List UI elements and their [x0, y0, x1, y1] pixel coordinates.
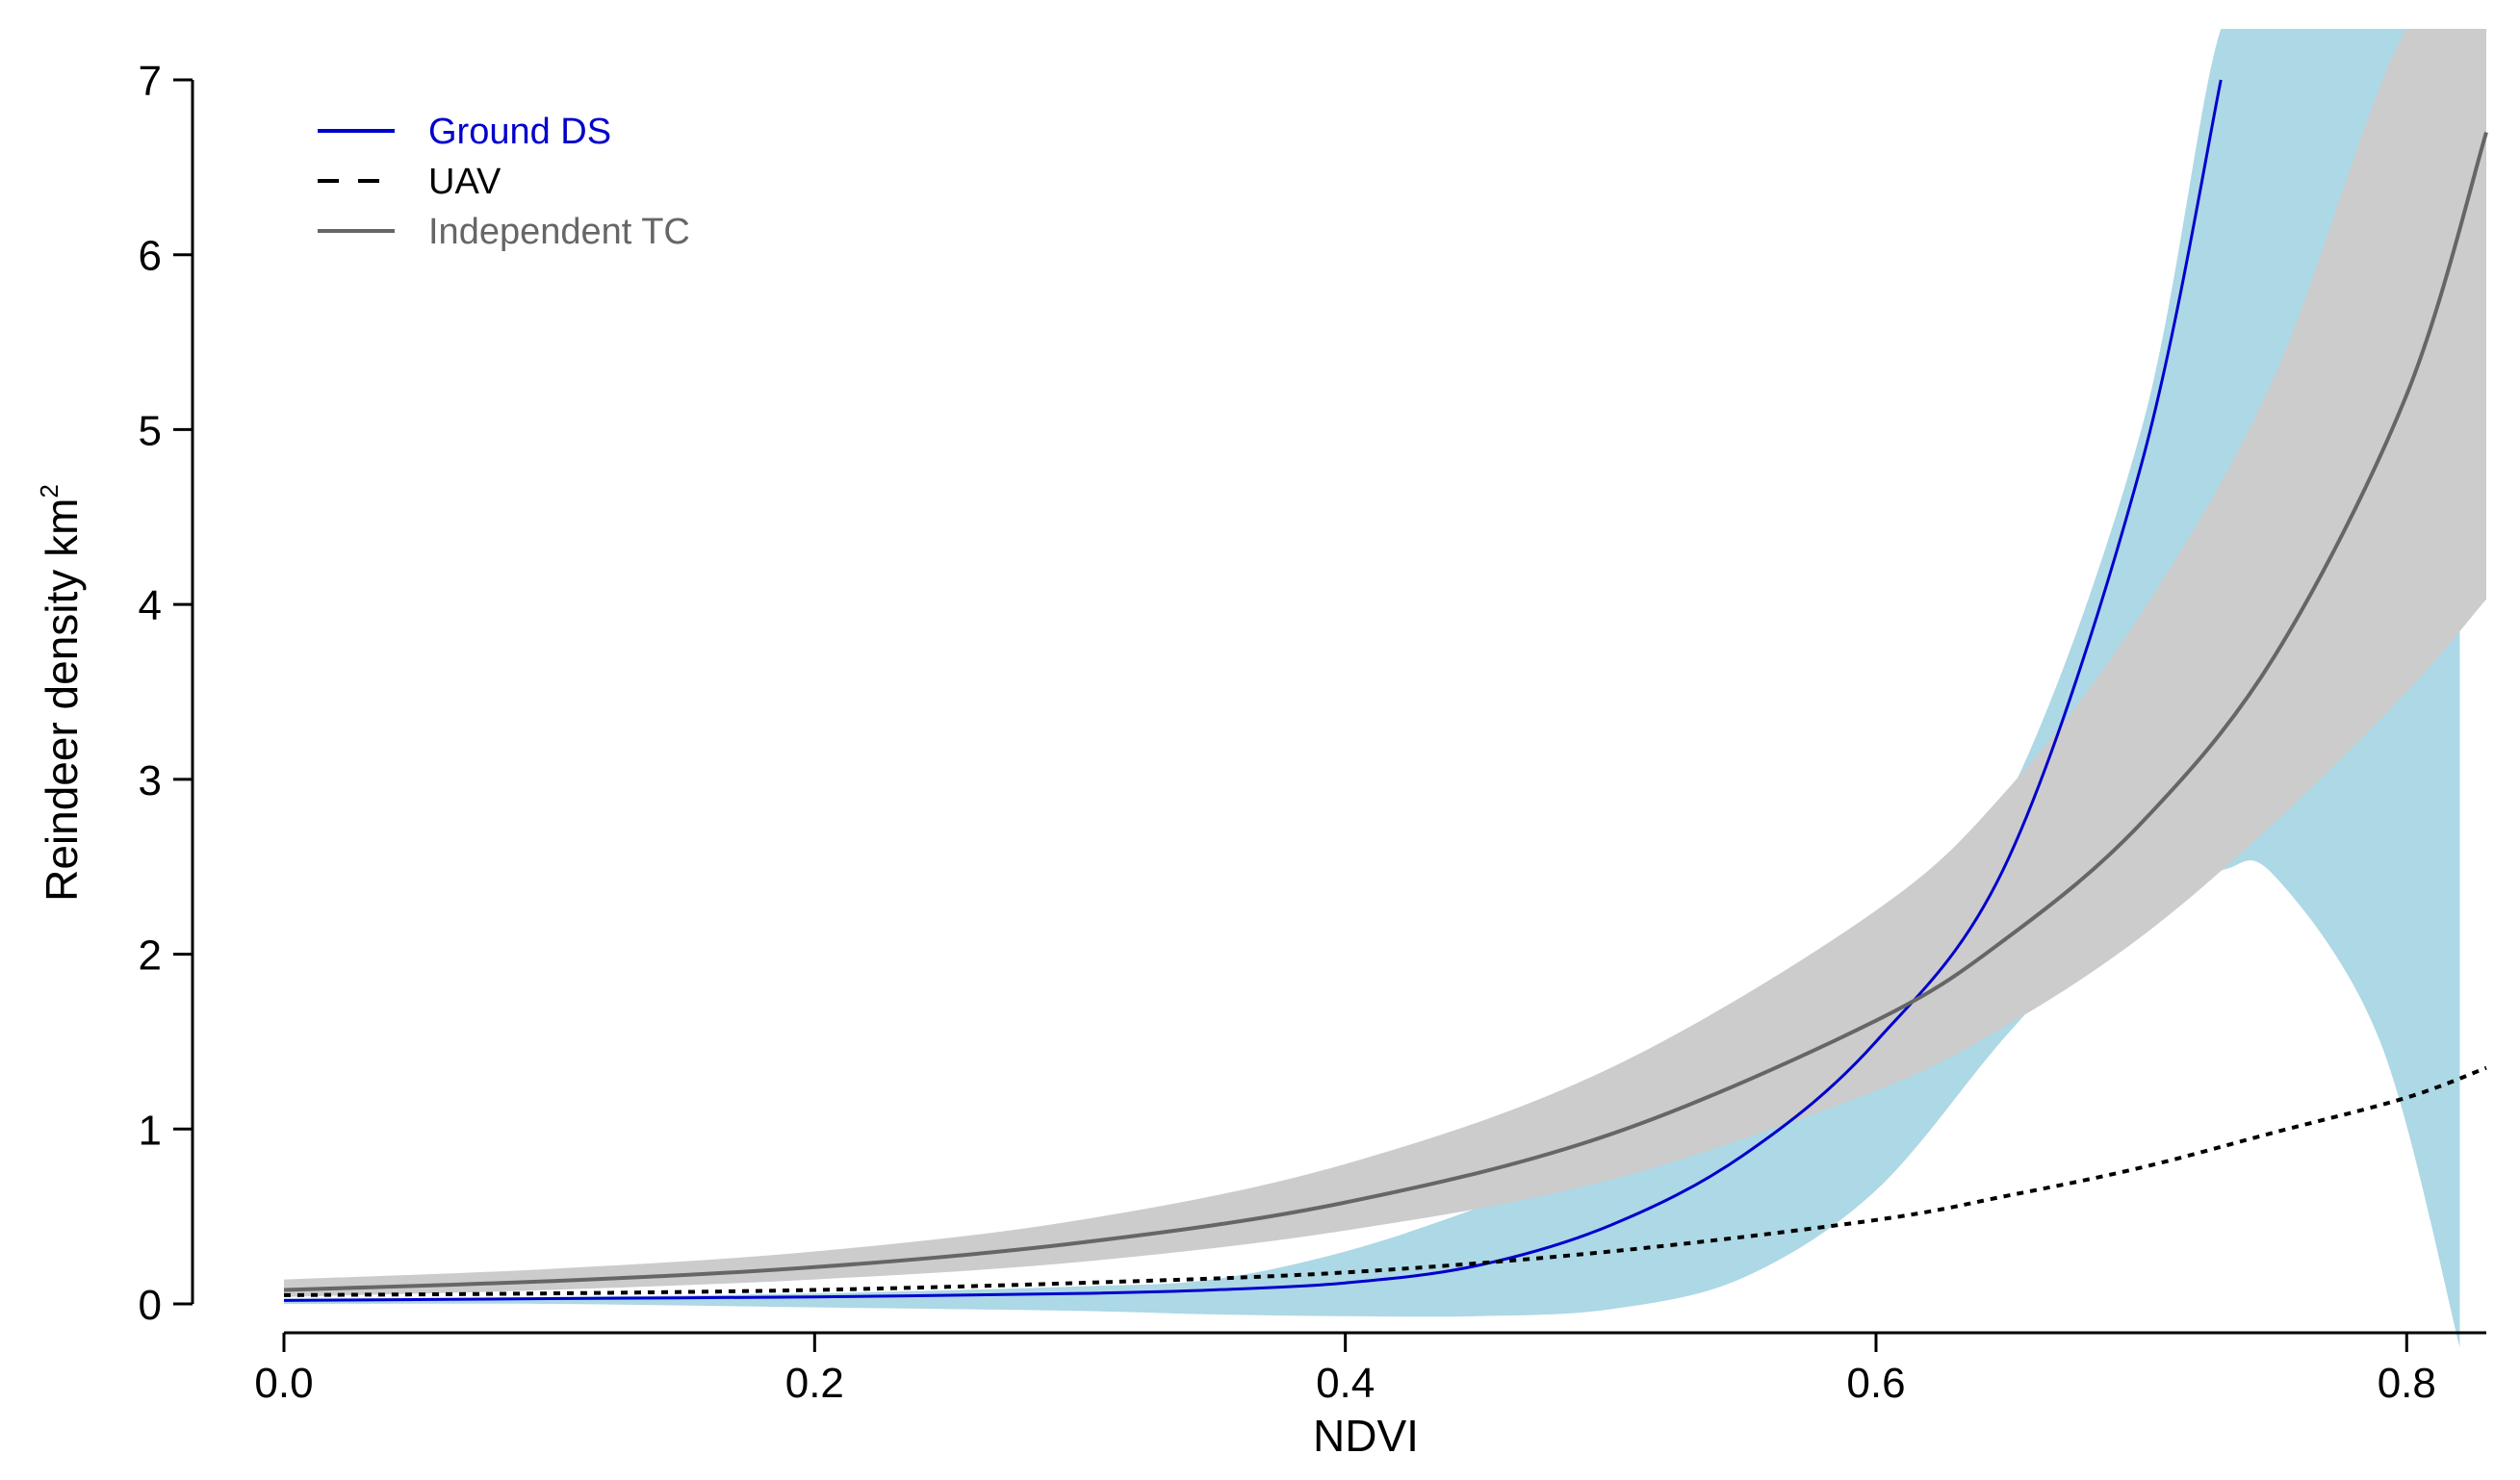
- y-tick-label: 4: [139, 582, 162, 629]
- band-independent-tc: [284, 29, 2486, 1297]
- y-tick-label: 0: [139, 1282, 162, 1329]
- y-tick-label: 5: [139, 407, 162, 454]
- legend-label: Ground DS: [428, 112, 611, 152]
- confidence-bands: [284, 29, 2486, 1347]
- legend-item-ground-ds: Ground DS: [318, 112, 611, 152]
- svg-text:Reindeer density km2: Reindeer density km2: [35, 484, 87, 902]
- y-tick-label: 2: [139, 932, 162, 980]
- y-tick-label: 7: [139, 58, 162, 105]
- y-axis-label: Reindeer density km2: [35, 484, 87, 902]
- x-tick-label: 0.8: [2378, 1360, 2436, 1407]
- x-tick-label: 0.2: [785, 1360, 844, 1407]
- y-tick-label: 6: [139, 233, 162, 280]
- legend: Ground DS UAV Independent TC: [318, 112, 690, 252]
- axes: 0.0 0.2 0.4 0.6 0.8 0 1 2 3 4 5 6 7: [139, 58, 2486, 1407]
- line-uav: [283, 1065, 2487, 1297]
- legend-item-independent-tc: Independent TC: [318, 212, 690, 252]
- y-axis-label-text: Reindeer density km: [37, 498, 87, 902]
- x-tick-label: 0.6: [1846, 1360, 1905, 1407]
- x-tick-label: 0.4: [1316, 1360, 1375, 1407]
- y-tick-label: 1: [139, 1107, 162, 1154]
- legend-label: UAV: [428, 162, 501, 202]
- x-axis-label: NDVI: [1313, 1411, 1419, 1461]
- legend-label: Independent TC: [428, 212, 690, 252]
- y-axis-label-superscript: 2: [35, 484, 64, 498]
- line-independent-tc: [283, 131, 2488, 1292]
- line-ground-ds: [283, 79, 2223, 1302]
- x-tick-label: 0.0: [254, 1360, 313, 1407]
- series-lines: [283, 79, 2488, 1302]
- legend-item-uav: UAV: [318, 162, 501, 202]
- y-tick-label: 3: [139, 757, 162, 804]
